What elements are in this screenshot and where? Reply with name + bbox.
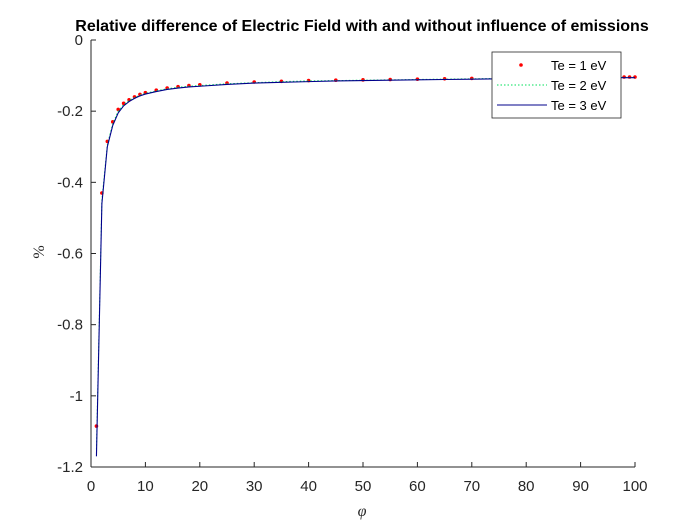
- y-tick-label: 0: [75, 32, 83, 49]
- series-2-line: [95, 76, 635, 450]
- chart-title: Relative difference of Electric Field wi…: [75, 18, 649, 35]
- legend-label: Te = 2 eV: [551, 78, 607, 93]
- y-tick-label: -0.2: [57, 103, 83, 120]
- series-layer: [94, 75, 637, 457]
- y-tick-label: -1: [70, 388, 83, 405]
- x-tick-label: 70: [463, 478, 480, 495]
- legend-marker-dot: [519, 63, 523, 67]
- legend-label: Te = 3 eV: [551, 98, 607, 113]
- x-tick-label: 50: [355, 478, 372, 495]
- legend-box: [491, 51, 622, 119]
- legend-item: Te = 1 eV: [519, 58, 607, 73]
- series-2: [95, 76, 635, 450]
- legend-item: Te = 2 eV: [497, 78, 607, 93]
- y-tick-label: -1.2: [57, 459, 83, 476]
- legend-label: Te = 1 eV: [551, 58, 607, 73]
- x-tick-label: 80: [518, 478, 535, 495]
- x-tick-label: 40: [300, 478, 317, 495]
- series-1-point: [116, 107, 120, 112]
- legend: Te = 1 eV Te = 2 eV Te = 3 eV: [491, 51, 622, 119]
- y-tick-label: -0.4: [57, 174, 83, 191]
- series-1-point: [121, 101, 126, 106]
- x-tick-label: 0: [87, 478, 95, 495]
- y-axis: 0 -0.2 -0.4 -0.6 -0.8 -1 -1.2: [57, 32, 96, 476]
- x-tick-label: 20: [191, 478, 208, 495]
- x-axis-label: φ: [358, 503, 367, 520]
- x-axis: 0 10 20 30 40 50 60 70 80 90 100: [87, 462, 648, 495]
- x-tick-label: 100: [622, 478, 647, 495]
- x-tick-label: 10: [137, 478, 154, 495]
- y-tick-label: -0.8: [57, 317, 83, 334]
- x-tick-label: 90: [572, 478, 589, 495]
- x-tick-label: 60: [409, 478, 426, 495]
- legend-item: Te = 3 eV: [497, 98, 607, 113]
- y-axis-label: %: [31, 245, 48, 258]
- x-tick-label: 30: [246, 478, 263, 495]
- y-tick-label: -0.6: [57, 246, 83, 263]
